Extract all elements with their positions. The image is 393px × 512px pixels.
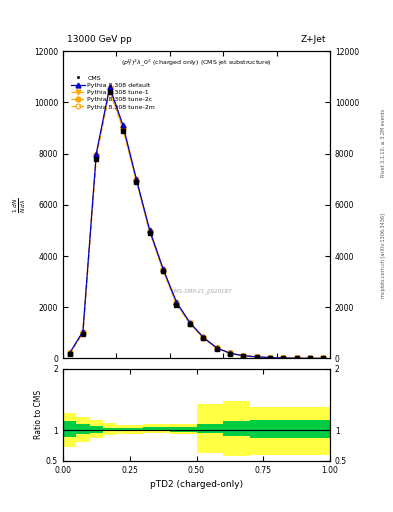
Legend: CMS, Pythia 8.308 default, Pythia 8.308 tune-1, Pythia 8.308 tune-2c, Pythia 8.3: CMS, Pythia 8.308 default, Pythia 8.308 …	[69, 73, 158, 112]
X-axis label: pTD2 (charged-only): pTD2 (charged-only)	[150, 480, 243, 489]
Text: 13000 GeV pp: 13000 GeV pp	[67, 34, 132, 44]
Text: $(p_T^D)^2\lambda\_0^2$ (charged only) (CMS jet substructure): $(p_T^D)^2\lambda\_0^2$ (charged only) (…	[121, 57, 272, 68]
Text: Rivet 3.1.10, ≥ 3.2M events: Rivet 3.1.10, ≥ 3.2M events	[381, 109, 386, 178]
Y-axis label: Ratio to CMS: Ratio to CMS	[34, 390, 43, 439]
Y-axis label: $\frac{1}{N}\frac{dN}{d\lambda}$: $\frac{1}{N}\frac{dN}{d\lambda}$	[12, 197, 28, 212]
Text: Z+Jet: Z+Jet	[301, 34, 326, 44]
Text: CMS-SMP-21_JJ920187: CMS-SMP-21_JJ920187	[171, 288, 233, 294]
Text: mcplots.cern.ch [arXiv:1306.3436]: mcplots.cern.ch [arXiv:1306.3436]	[381, 214, 386, 298]
